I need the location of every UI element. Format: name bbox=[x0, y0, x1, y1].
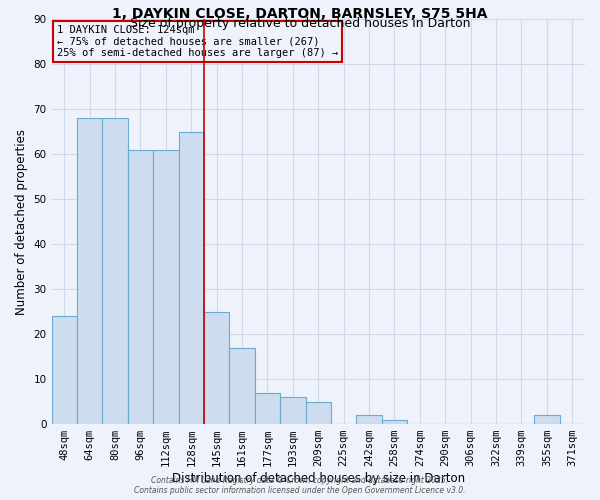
Bar bbox=[128, 150, 153, 424]
Bar bbox=[153, 150, 179, 424]
Bar bbox=[280, 397, 305, 424]
Text: Size of property relative to detached houses in Darton: Size of property relative to detached ho… bbox=[130, 18, 470, 30]
Bar bbox=[179, 132, 204, 424]
Bar bbox=[204, 312, 229, 424]
Text: Contains HM Land Registry data © Crown copyright and database right 2025.
Contai: Contains HM Land Registry data © Crown c… bbox=[134, 476, 466, 495]
Bar bbox=[356, 415, 382, 424]
Bar bbox=[305, 402, 331, 424]
Bar bbox=[255, 392, 280, 424]
Bar bbox=[103, 118, 128, 424]
Bar bbox=[229, 348, 255, 424]
Text: 1 DAYKIN CLOSE: 124sqm
← 75% of detached houses are smaller (267)
25% of semi-de: 1 DAYKIN CLOSE: 124sqm ← 75% of detached… bbox=[57, 25, 338, 58]
Text: 1, DAYKIN CLOSE, DARTON, BARNSLEY, S75 5HA: 1, DAYKIN CLOSE, DARTON, BARNSLEY, S75 5… bbox=[112, 8, 488, 22]
Y-axis label: Number of detached properties: Number of detached properties bbox=[15, 128, 28, 314]
Bar bbox=[534, 415, 560, 424]
Bar bbox=[382, 420, 407, 424]
X-axis label: Distribution of detached houses by size in Darton: Distribution of detached houses by size … bbox=[172, 472, 465, 485]
Bar bbox=[52, 316, 77, 424]
Bar bbox=[77, 118, 103, 424]
